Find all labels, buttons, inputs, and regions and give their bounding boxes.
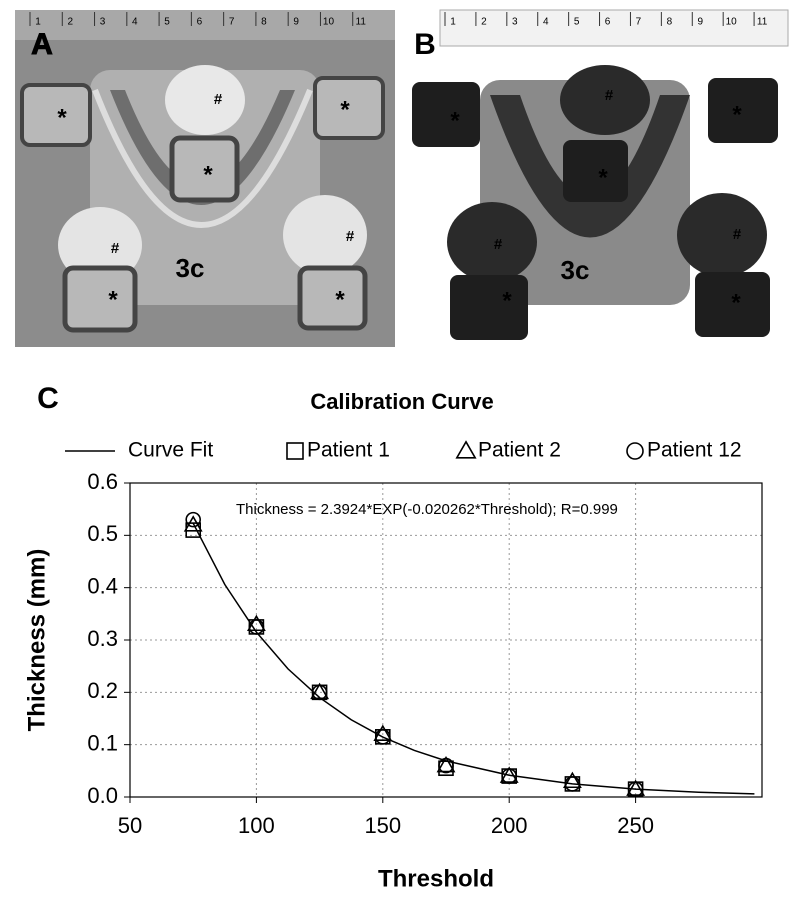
photo-marker: * <box>57 104 67 131</box>
data-point <box>499 766 519 783</box>
x-axis-label: Threshold <box>378 865 494 892</box>
ruler-label: 9 <box>293 17 299 28</box>
chart-title: Calibration Curve <box>310 389 493 414</box>
fit-curve <box>192 522 755 795</box>
data-point <box>562 771 582 789</box>
ruler-label: 9 <box>697 17 703 28</box>
legend-label: Curve Fit <box>128 439 213 462</box>
data-point <box>185 511 201 528</box>
data-point <box>626 779 646 796</box>
y-tick-label: 0.2 <box>87 678 118 703</box>
ruler-label: 1 <box>450 17 456 28</box>
data-point <box>248 619 265 635</box>
data-point <box>501 768 518 784</box>
photo-marker: * <box>340 96 350 123</box>
data-point <box>564 776 581 792</box>
y-axis-label: Thickness (mm) <box>23 549 50 732</box>
y-tick-label: 0.4 <box>87 573 118 598</box>
legend-label: Patient 2 <box>478 439 561 462</box>
ruler-label: 4 <box>543 17 549 28</box>
ruler-label: 4 <box>132 17 138 28</box>
photo-marker: # <box>733 226 742 243</box>
photo-b <box>410 9 790 347</box>
specimen-tag: 3c <box>176 253 205 283</box>
y-tick-label: 0.0 <box>87 783 118 808</box>
ruler-label: 5 <box>574 17 580 28</box>
data-point <box>627 781 644 797</box>
ruler-label: 2 <box>481 17 487 28</box>
legend-swatch <box>455 440 477 459</box>
photo-marker: # <box>111 240 120 257</box>
ruler-label: 7 <box>636 17 642 28</box>
data-point <box>438 757 454 774</box>
x-tick-label: 150 <box>364 813 401 838</box>
data-point <box>310 682 330 700</box>
ruler-label: 8 <box>261 17 267 28</box>
y-tick-label: 0.5 <box>87 521 118 546</box>
panel-label: C <box>37 382 59 415</box>
photo-marker: * <box>731 289 741 316</box>
data-point <box>374 729 391 745</box>
legend-swatch <box>626 442 644 460</box>
ruler-label: 10 <box>726 17 738 28</box>
photo-marker: * <box>203 161 213 188</box>
legend-swatch <box>286 442 304 460</box>
ruler-label: 5 <box>164 17 170 28</box>
x-tick-label: 100 <box>238 813 275 838</box>
ruler-label: 6 <box>197 17 203 28</box>
data-point <box>246 614 266 632</box>
photo-marker: * <box>108 286 118 313</box>
data-point <box>311 684 328 701</box>
photo-marker: # <box>214 91 223 108</box>
data-point <box>373 724 393 741</box>
data-point <box>436 755 456 773</box>
x-tick-label: 200 <box>491 813 528 838</box>
ruler-label: 11 <box>356 17 367 28</box>
photo-marker: * <box>450 107 460 134</box>
photo-marker: # <box>605 87 614 104</box>
ruler-label: 3 <box>512 17 518 28</box>
y-tick-label: 0.1 <box>87 730 118 755</box>
photo-marker: # <box>346 228 355 245</box>
annotation: Thickness = 2.3924*EXP(-0.020262*Thresho… <box>236 501 618 518</box>
specimen-tag: 3c <box>561 255 590 285</box>
panel-label: A <box>31 28 53 61</box>
ruler-label: 2 <box>67 17 73 28</box>
photo-a <box>15 10 395 347</box>
ruler-label: 6 <box>605 17 611 28</box>
panel-label: B <box>414 28 436 61</box>
photo-marker: * <box>335 286 345 313</box>
ruler-label: 11 <box>757 17 768 28</box>
x-tick-label: 250 <box>617 813 654 838</box>
photo-marker: * <box>732 101 742 128</box>
plot-frame <box>129 482 763 798</box>
photo-marker: * <box>598 164 608 191</box>
ruler-label: 8 <box>667 17 673 28</box>
ruler-label: 10 <box>323 17 335 28</box>
data-point <box>183 515 203 532</box>
ruler-label: 7 <box>229 17 235 28</box>
x-tick-label: 50 <box>118 813 142 838</box>
y-tick-label: 0.3 <box>87 626 118 651</box>
y-tick-label: 0.6 <box>87 469 118 494</box>
legend-label: Patient 1 <box>307 439 390 462</box>
ruler-label: 1 <box>35 17 41 28</box>
legend-label: Patient 12 <box>647 439 742 462</box>
ruler-label: 3 <box>100 17 106 28</box>
photo-marker: # <box>494 236 503 253</box>
photo-marker: * <box>502 287 512 314</box>
